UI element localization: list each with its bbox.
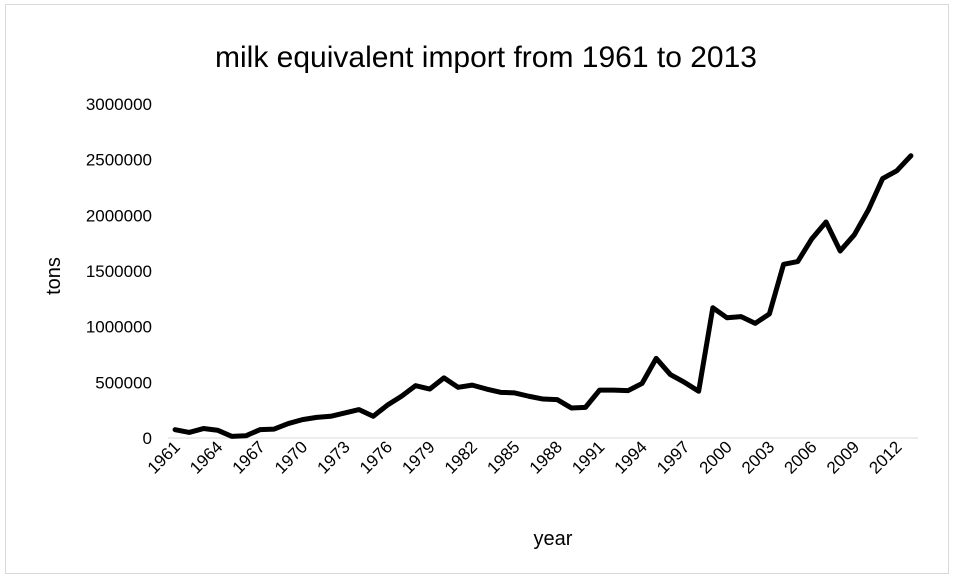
- x-tick-label: 2000: [696, 437, 736, 477]
- x-tick-label: 1991: [568, 437, 608, 477]
- x-tick-label: 2003: [738, 437, 778, 477]
- y-tick-label: 2500000: [86, 151, 152, 170]
- chart-title: milk equivalent import from 1961 to 2013: [215, 41, 757, 74]
- x-tick-label: 1970: [271, 437, 311, 477]
- x-tick-label: 1982: [441, 437, 481, 477]
- x-tick-label: 1979: [398, 437, 438, 477]
- x-tick-label: 1994: [611, 437, 651, 477]
- x-tick-label: 1985: [483, 437, 523, 477]
- series-line: [172, 153, 914, 439]
- y-tick-label: 500000: [95, 373, 152, 392]
- x-tick-label: 1997: [653, 437, 693, 477]
- x-tick-label: 2006: [781, 437, 821, 477]
- y-tick-label: 1500000: [86, 262, 152, 281]
- x-tick-label: 1967: [229, 437, 269, 477]
- x-tick-label: 1964: [186, 437, 226, 477]
- y-axis-ticks: 0 500000 1000000 1500000 2000000 2500000 30000…: [86, 95, 152, 448]
- x-tick-label: 2009: [823, 437, 863, 477]
- x-tick-label: 1973: [314, 437, 354, 477]
- x-tick-label: 1976: [356, 437, 396, 477]
- y-tick-label: 1000000: [86, 318, 152, 337]
- x-tick-label: 1988: [526, 437, 566, 477]
- chart-frame: milk equivalent import from 1961 to 2013…: [5, 4, 949, 574]
- y-tick-label: 3000000: [86, 95, 152, 114]
- x-axis-ticks: 1961 1964 1967 1970 1973 1976 1979 1982 1985 1988…: [144, 437, 906, 477]
- line-chart: milk equivalent import from 1961 to 2013…: [43, 41, 918, 550]
- y-axis-label: tons: [43, 257, 65, 295]
- y-tick-label: 2000000: [86, 206, 152, 225]
- x-axis-label: year: [534, 528, 573, 550]
- y-tick-label: 0: [143, 429, 152, 448]
- x-tick-label: 2012: [865, 437, 905, 477]
